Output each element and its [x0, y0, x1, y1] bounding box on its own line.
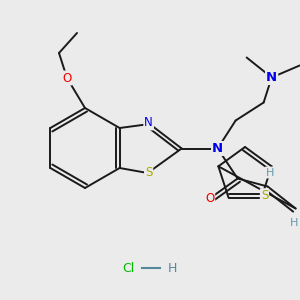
Text: N: N — [144, 116, 153, 130]
Text: S: S — [145, 167, 152, 179]
Text: H: H — [266, 167, 274, 178]
Text: N: N — [212, 142, 223, 155]
Text: O: O — [205, 192, 214, 205]
Text: N: N — [266, 71, 277, 84]
Text: H: H — [167, 262, 177, 275]
Text: S: S — [261, 189, 268, 202]
Text: H: H — [290, 218, 298, 227]
Text: O: O — [62, 71, 72, 85]
Text: Cl: Cl — [122, 262, 134, 275]
